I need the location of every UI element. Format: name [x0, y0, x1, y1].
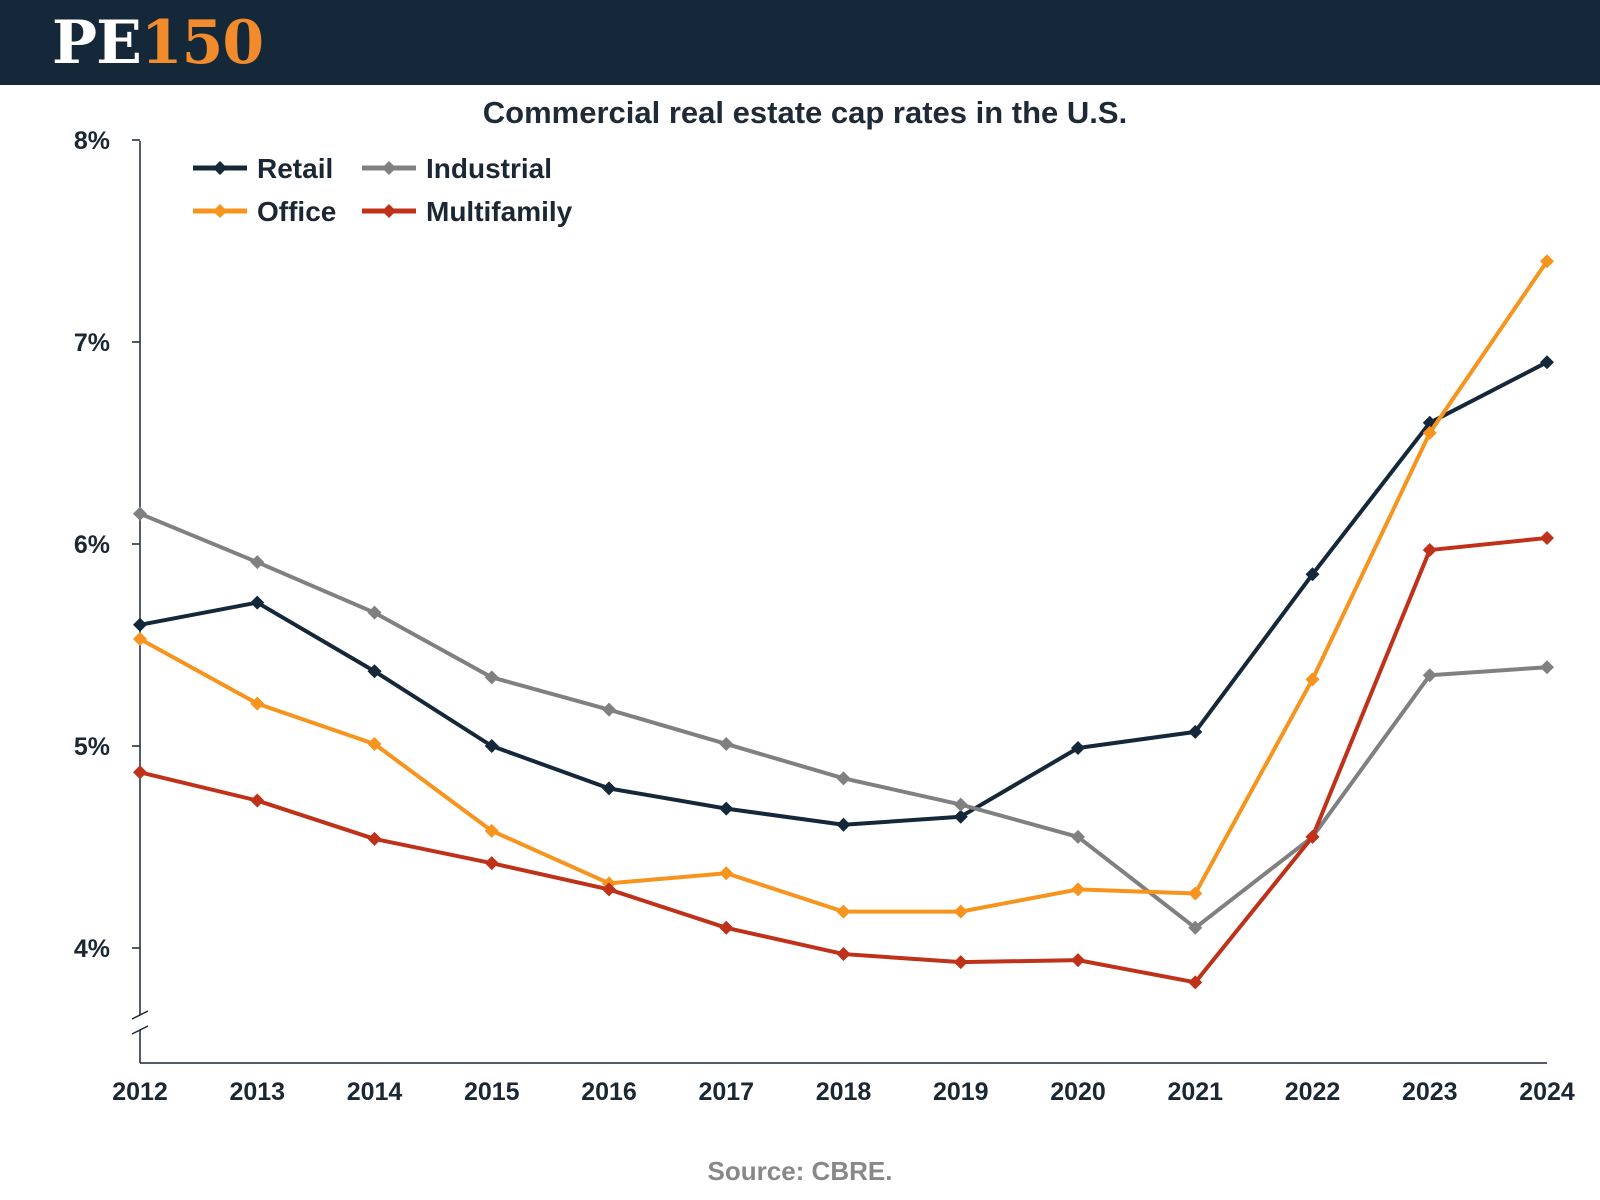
- legend-item-office: Office: [193, 196, 336, 227]
- x-tick-label: 2020: [1050, 1078, 1106, 1106]
- logo-number: 150: [140, 8, 264, 78]
- multifamily-point: [602, 882, 616, 897]
- y-tick-label: 5%: [74, 733, 110, 761]
- legend-marker: [213, 161, 227, 175]
- x-tick-label: 2023: [1402, 1078, 1458, 1106]
- x-tick-label: 2014: [347, 1078, 403, 1106]
- y-tick-label: 8%: [74, 127, 110, 155]
- office-point: [953, 904, 968, 919]
- office-series-line: [139, 260, 1549, 914]
- retail-point: [250, 595, 265, 610]
- y-tick-label: 7%: [74, 329, 110, 357]
- office-point: [484, 823, 499, 838]
- x-tick-label: 2018: [816, 1078, 872, 1106]
- office-point: [1422, 425, 1437, 440]
- retail-point: [484, 739, 499, 753]
- logo-letters: PE: [52, 8, 142, 78]
- chart-axes: 4% 5% 6% 7% 8% 2012 2013 2014 2015 2016 2017 2018 20…: [74, 127, 1575, 1106]
- x-tick-label: 2024: [1519, 1078, 1575, 1106]
- retail-series-line: [139, 360, 1548, 827]
- multifamily-point: [1305, 829, 1320, 844]
- industrial-point: [1422, 668, 1437, 683]
- industrial-point: [1188, 920, 1203, 935]
- series-retail: [133, 355, 1554, 832]
- industrial-point: [719, 736, 734, 751]
- industrial-series-line: [139, 511, 1548, 930]
- multifamily-point: [1188, 975, 1203, 990]
- retail-point: [1188, 724, 1203, 739]
- legend: Retail Industrial Office Multifamily: [193, 153, 573, 227]
- retail-point: [1305, 567, 1320, 582]
- multifamily-point: [1071, 953, 1085, 968]
- series-industrial: [133, 506, 1554, 935]
- retail-point: [1540, 355, 1554, 370]
- x-tick-label: 2021: [1167, 1078, 1223, 1106]
- office-point: [367, 736, 382, 751]
- industrial-point: [1071, 829, 1085, 844]
- series-layer: [133, 254, 1554, 990]
- multifamily-point: [1422, 543, 1437, 558]
- office-point: [1188, 886, 1203, 901]
- legend-item-multifamily: Multifamily: [362, 196, 573, 227]
- y-tick-label: 6%: [74, 531, 110, 559]
- office-point: [133, 631, 147, 646]
- industrial-point: [484, 670, 499, 685]
- office-point: [1540, 254, 1554, 269]
- x-tick-label: 2015: [464, 1078, 520, 1106]
- legend-item-industrial: Industrial: [362, 153, 552, 184]
- legend-marker: [382, 161, 396, 175]
- header-bar: PE150: [0, 0, 1600, 85]
- legend-label: Retail: [257, 153, 333, 184]
- multifamily-point: [836, 947, 851, 962]
- x-tick-label: 2022: [1285, 1078, 1341, 1106]
- industrial-point: [250, 555, 265, 570]
- industrial-point: [836, 771, 851, 786]
- retail-point: [367, 664, 382, 679]
- retail-point: [836, 817, 851, 832]
- multifamily-point: [484, 856, 499, 871]
- office-point: [1071, 882, 1085, 897]
- office-point: [836, 904, 851, 919]
- retail-point: [719, 801, 734, 816]
- legend-marker: [382, 204, 396, 218]
- series-multifamily: [133, 530, 1554, 990]
- multifamily-point: [953, 955, 968, 970]
- industrial-point: [1540, 660, 1554, 675]
- x-tick-label: 2013: [229, 1078, 285, 1106]
- office-point: [719, 866, 734, 881]
- axis-break-mark: [131, 1010, 149, 1020]
- source-note: Source: CBRE.: [708, 1156, 893, 1186]
- multifamily-point: [250, 793, 265, 808]
- y-tick-label: 4%: [74, 935, 110, 963]
- line-chart: Commercial real estate cap rates in the …: [74, 95, 1575, 1186]
- x-tick-label: 2012: [112, 1078, 168, 1106]
- retail-point: [953, 809, 968, 824]
- x-tick-label: 2017: [698, 1078, 754, 1106]
- retail-point: [602, 781, 616, 796]
- axis-break-mark: [131, 1025, 149, 1035]
- office-point: [250, 696, 265, 711]
- multifamily-point: [367, 831, 382, 846]
- legend-label: Office: [257, 196, 336, 227]
- industrial-point: [133, 506, 147, 521]
- legend-label: Industrial: [426, 153, 552, 184]
- legend-label: Multifamily: [426, 196, 573, 227]
- pe150-logo: PE150: [52, 8, 264, 78]
- retail-point: [133, 617, 147, 632]
- legend-marker: [213, 204, 227, 218]
- legend-item-retail: Retail: [193, 153, 333, 184]
- chart-title: Commercial real estate cap rates in the …: [483, 95, 1127, 130]
- series-office: [133, 254, 1554, 919]
- multifamily-point: [133, 765, 147, 780]
- x-tick-label: 2016: [581, 1078, 637, 1106]
- industrial-point: [367, 605, 382, 620]
- multifamily-point: [1540, 530, 1554, 545]
- multifamily-point: [719, 920, 734, 935]
- industrial-point: [602, 702, 616, 717]
- x-tick-label: 2019: [933, 1078, 989, 1106]
- industrial-point: [953, 797, 968, 812]
- office-point: [1305, 672, 1320, 687]
- retail-point: [1071, 741, 1085, 756]
